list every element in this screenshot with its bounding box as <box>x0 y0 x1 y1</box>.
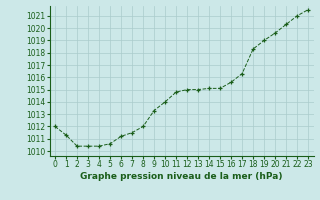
X-axis label: Graphe pression niveau de la mer (hPa): Graphe pression niveau de la mer (hPa) <box>80 172 283 181</box>
